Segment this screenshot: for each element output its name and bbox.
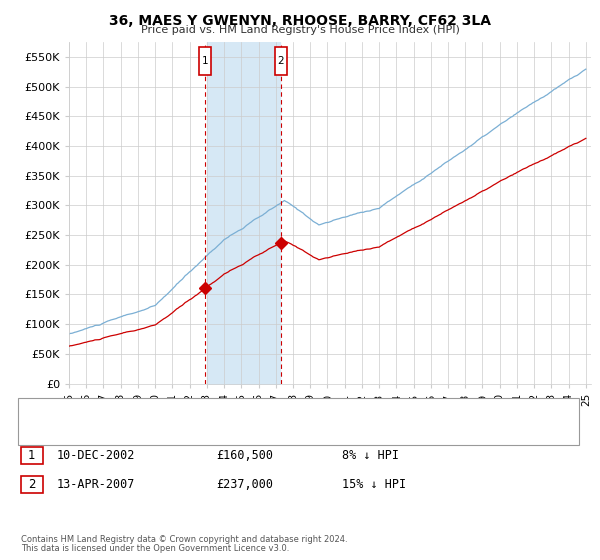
Text: £160,500: £160,500 — [216, 449, 273, 462]
Text: 10-DEC-2002: 10-DEC-2002 — [57, 449, 136, 462]
Text: 2: 2 — [277, 56, 284, 66]
Text: 15% ↓ HPI: 15% ↓ HPI — [342, 478, 406, 491]
Bar — [199, 46, 211, 75]
Text: 1: 1 — [202, 56, 209, 66]
Text: Price paid vs. HM Land Registry's House Price Index (HPI): Price paid vs. HM Land Registry's House … — [140, 25, 460, 35]
Text: 2: 2 — [28, 478, 35, 491]
Text: 8% ↓ HPI: 8% ↓ HPI — [342, 449, 399, 462]
Text: 13-APR-2007: 13-APR-2007 — [57, 478, 136, 491]
Text: 1: 1 — [28, 449, 35, 462]
Text: 36, MAES Y GWENYN, RHOOSE, BARRY, CF62 3LA: 36, MAES Y GWENYN, RHOOSE, BARRY, CF62 3… — [109, 14, 491, 28]
Bar — [275, 46, 287, 75]
Text: £237,000: £237,000 — [216, 478, 273, 491]
Text: Contains HM Land Registry data © Crown copyright and database right 2024.: Contains HM Land Registry data © Crown c… — [21, 535, 347, 544]
Text: This data is licensed under the Open Government Licence v3.0.: This data is licensed under the Open Gov… — [21, 544, 289, 553]
Text: 36, MAES Y GWENYN, RHOOSE, BARRY, CF62 3LA (detached house): 36, MAES Y GWENYN, RHOOSE, BARRY, CF62 3… — [55, 406, 406, 416]
Text: HPI: Average price, detached house, Vale of Glamorgan: HPI: Average price, detached house, Vale… — [55, 425, 344, 435]
